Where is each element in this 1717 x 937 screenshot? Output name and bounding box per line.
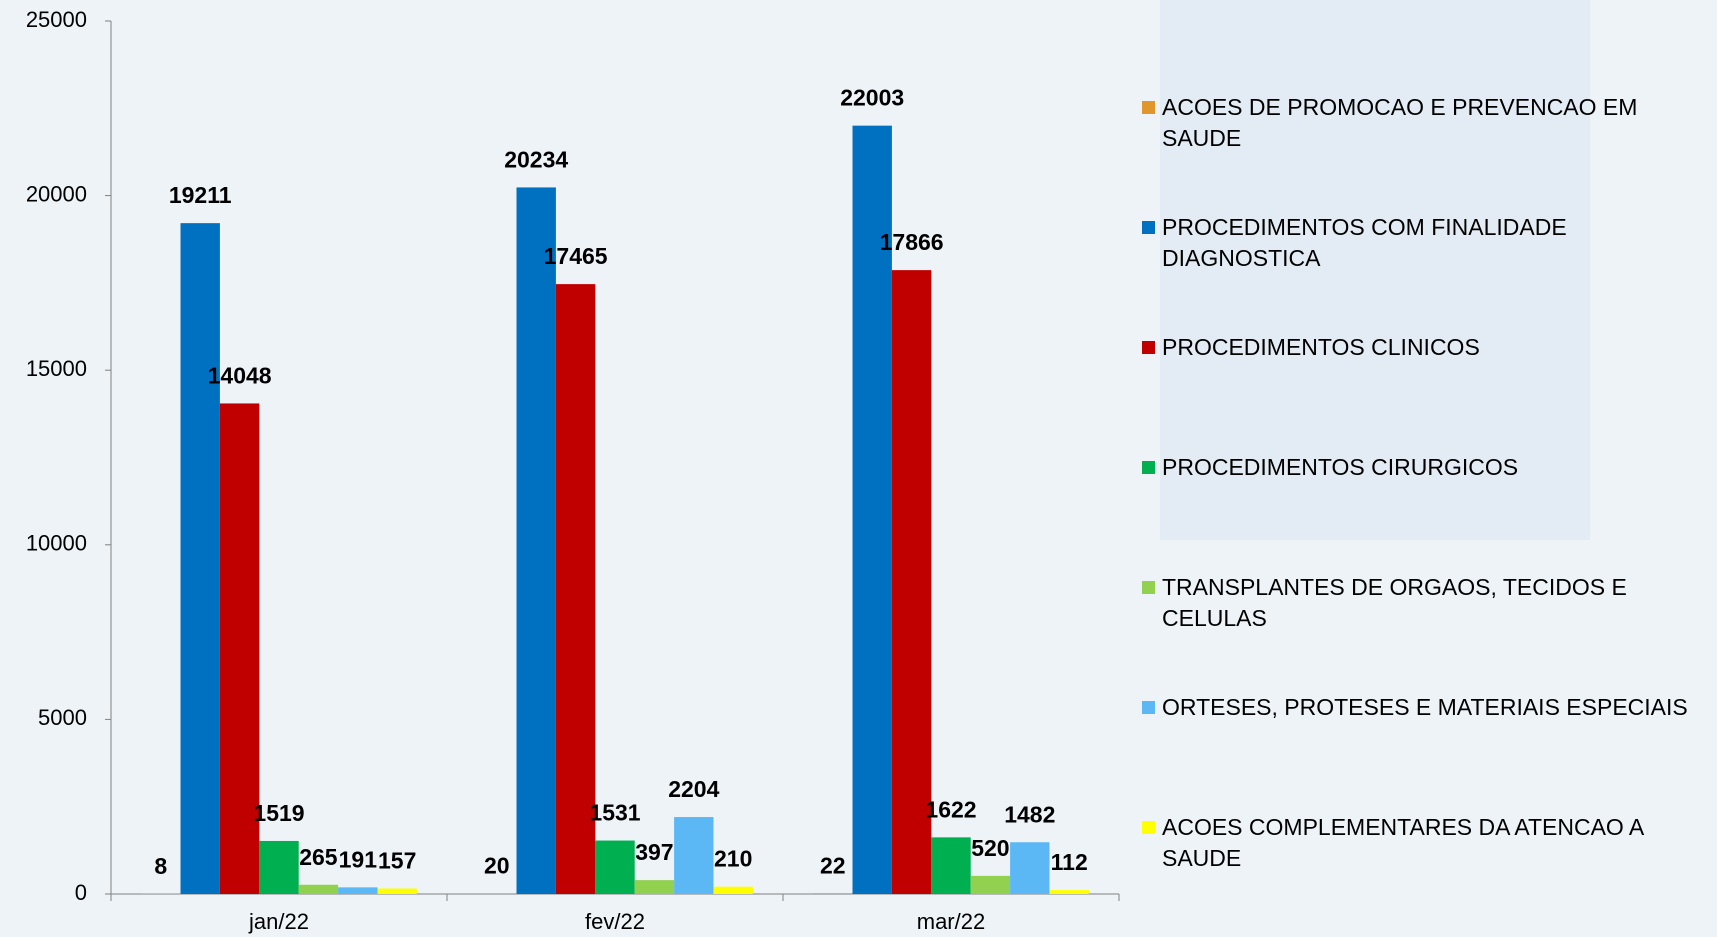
bar [852, 125, 892, 894]
x-tick-label: mar/22 [917, 909, 985, 934]
bar [931, 837, 971, 894]
value-label: 1531 [589, 800, 640, 826]
value-label: 20234 [504, 147, 568, 173]
bar [634, 880, 675, 894]
bar [674, 817, 714, 894]
bar [1049, 890, 1089, 894]
legend-entry: ACOES DE PROMOCAO E PREVENCAO EM SAUDE [1142, 92, 1702, 154]
value-label: 19211 [169, 182, 232, 208]
legend-label: ACOES COMPLEMENTARES DA ATENCAO A SAUDE [1162, 814, 1643, 871]
y-tick-label: 25000 [26, 7, 87, 32]
bar [595, 840, 635, 894]
y-tick-label: 20000 [26, 181, 87, 206]
bar [813, 893, 853, 894]
bar [713, 886, 753, 894]
bar [477, 893, 517, 894]
bar [970, 875, 1011, 894]
legend-swatch [1142, 341, 1155, 354]
value-label: 397 [635, 839, 673, 865]
value-label: 191 [339, 846, 378, 872]
bar [298, 884, 339, 894]
legend-entry: PROCEDIMENTOS CIRURGICOS [1142, 452, 1702, 483]
value-label: 20 [484, 852, 510, 878]
value-label: 1622 [925, 796, 976, 822]
legend-swatch [1142, 581, 1155, 594]
legend-entry: ORTESES, PROTESES E MATERIAIS ESPECIAIS [1142, 692, 1702, 723]
y-tick-label: 10000 [26, 531, 87, 556]
legend-entry: TRANSPLANTES DE ORGAOS, TECIDOS E CELULA… [1142, 572, 1702, 634]
legend-label: PROCEDIMENTOS CIRURGICOS [1162, 454, 1519, 480]
legend-entry: ACOES COMPLEMENTARES DA ATENCAO A SAUDE [1142, 812, 1702, 874]
bar [516, 187, 556, 895]
bar [377, 888, 417, 894]
y-tick-label: 5000 [38, 705, 87, 730]
value-label: 14048 [208, 363, 272, 389]
value-label: 22 [820, 852, 846, 878]
bar [259, 840, 299, 894]
bar [1010, 842, 1050, 894]
legend-label: PROCEDIMENTOS CLINICOS [1162, 334, 1480, 360]
x-tick-label: fev/22 [585, 909, 645, 934]
bar [555, 284, 596, 894]
legend-label: ORTESES, PROTESES E MATERIAIS ESPECIAIS [1162, 694, 1688, 720]
legend-swatch [1142, 821, 1155, 834]
legend-swatch [1142, 221, 1155, 234]
legend-swatch [1142, 701, 1155, 714]
bar [891, 270, 932, 895]
legend-label: PROCEDIMENTOS COM FINALIDADE DIAGNOSTICA [1162, 214, 1567, 271]
x-tick-label: jan/22 [248, 909, 309, 934]
value-label: 8 [154, 853, 167, 879]
y-tick-label: 0 [75, 880, 87, 905]
value-label: 210 [714, 846, 752, 872]
bar [338, 887, 378, 894]
value-label: 157 [378, 848, 416, 874]
value-label: 17465 [544, 243, 608, 269]
legend-swatch [1142, 101, 1155, 114]
value-label: 112 [1051, 849, 1088, 875]
y-tick-label: 15000 [26, 356, 87, 381]
value-label: 265 [299, 844, 338, 870]
bar [180, 223, 220, 895]
legend-label: TRANSPLANTES DE ORGAOS, TECIDOS E CELULA… [1162, 574, 1627, 631]
watermark [1160, 0, 1590, 540]
legend-label: ACOES DE PROMOCAO E PREVENCAO EM SAUDE [1162, 94, 1638, 151]
legend-entry: PROCEDIMENTOS COM FINALIDADE DIAGNOSTICA [1142, 212, 1702, 274]
value-label: 1482 [1004, 801, 1055, 827]
value-label: 520 [971, 835, 1009, 861]
value-label: 2204 [668, 776, 719, 802]
value-label: 1519 [253, 800, 304, 826]
value-label: 22003 [840, 85, 904, 111]
legend-entry: PROCEDIMENTOS CLINICOS [1142, 332, 1702, 363]
legend-swatch [1142, 461, 1155, 474]
bar [219, 403, 260, 894]
value-label: 17866 [880, 229, 944, 255]
